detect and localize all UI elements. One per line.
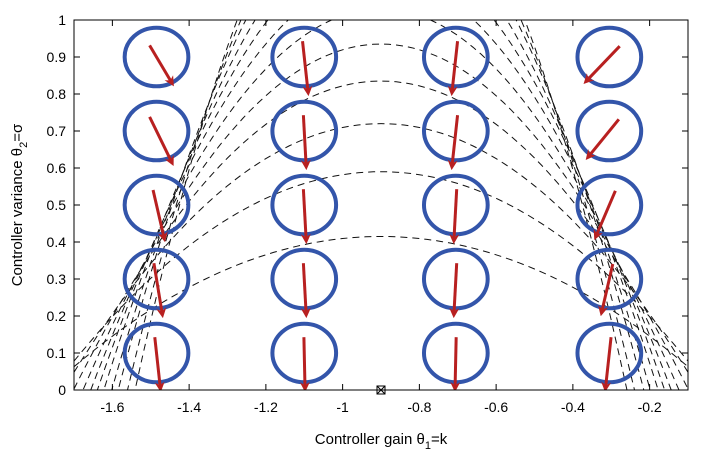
gradient-arrow bbox=[151, 189, 168, 243]
y-tick-label: 0.8 bbox=[47, 86, 67, 102]
gradient-arrow bbox=[299, 337, 310, 390]
gradient-arrow bbox=[148, 116, 174, 167]
x-tick-label: -1.2 bbox=[254, 399, 278, 415]
gradient-arrow bbox=[583, 45, 621, 84]
contour-line bbox=[74, 236, 688, 368]
gradient-arrow bbox=[585, 118, 620, 161]
gradient-arrow bbox=[153, 337, 165, 390]
y-tick-label: 1 bbox=[58, 12, 66, 28]
contour-line bbox=[126, 20, 636, 390]
gradient-arrow bbox=[300, 189, 311, 245]
contour-line bbox=[74, 123, 688, 373]
x-tick-label: -0.2 bbox=[638, 399, 662, 415]
contour-line bbox=[111, 20, 651, 390]
y-tick-label: 0.6 bbox=[47, 160, 67, 176]
variance-circle bbox=[575, 173, 644, 237]
x-tick-label: -0.4 bbox=[561, 399, 585, 415]
gradient-arrow bbox=[301, 41, 313, 97]
y-tick-label: 0.4 bbox=[47, 234, 67, 250]
y-tick-label: 0.3 bbox=[47, 271, 67, 287]
gradient-arrow bbox=[148, 44, 174, 87]
contour-line bbox=[82, 43, 680, 390]
x-axis-label: Controller gain θ1=k bbox=[315, 431, 448, 452]
gradient-arrow bbox=[601, 337, 613, 390]
ellipse-group bbox=[122, 25, 644, 390]
x-tick-label: -1.6 bbox=[100, 399, 124, 415]
variance-circle bbox=[575, 25, 644, 89]
y-tick-label: 0 bbox=[58, 382, 66, 398]
gradient-arrow bbox=[449, 189, 460, 245]
gradient-arrow bbox=[447, 115, 460, 171]
gradient-arrow bbox=[449, 263, 460, 319]
variance-circle bbox=[122, 25, 191, 89]
variance-circle bbox=[575, 99, 644, 163]
gradient-arrow bbox=[447, 41, 460, 97]
contour-line bbox=[96, 20, 666, 390]
x-tick-label: -0.6 bbox=[484, 399, 508, 415]
y-tick-label: 0.2 bbox=[47, 308, 67, 324]
x-tick-label: -0.8 bbox=[407, 399, 431, 415]
contour-line bbox=[134, 20, 628, 390]
contour-line bbox=[74, 80, 688, 390]
x-tick-label: -1 bbox=[336, 399, 349, 415]
gradient-arrow bbox=[152, 262, 167, 319]
y-axis-label-subscript: 2 bbox=[18, 142, 30, 148]
gradient-arrow bbox=[593, 190, 617, 241]
x-axis-label-subscript: 1 bbox=[425, 440, 431, 452]
x-axis-ticks: -1.6 -1.4 -1.2 -1 -0.8 -0.6 -0.4 -0.2 bbox=[100, 20, 662, 415]
gradient-arrow bbox=[450, 337, 461, 390]
y-tick-label: 0.5 bbox=[47, 197, 67, 213]
variance-circle bbox=[575, 247, 644, 311]
gradient-arrow bbox=[300, 263, 311, 319]
contour-line bbox=[90, 20, 672, 390]
y-axis-label: Controller variance θ2=σ bbox=[9, 123, 30, 286]
variance-circle bbox=[122, 99, 191, 163]
y-tick-label: 0.1 bbox=[47, 345, 67, 361]
y-axis-ticks: 0 0.1 0.2 0.3 0.4 0.5 0.6 0.7 0.8 0.9 1 bbox=[47, 12, 688, 398]
variance-circle bbox=[122, 173, 191, 237]
x-tick-label: -1.4 bbox=[177, 399, 201, 415]
y-tick-label: 0.9 bbox=[47, 49, 67, 65]
gradient-arrow bbox=[598, 263, 615, 317]
contour-line bbox=[74, 171, 688, 362]
y-tick-label: 0.7 bbox=[47, 123, 67, 139]
gradient-arrow bbox=[300, 115, 311, 171]
